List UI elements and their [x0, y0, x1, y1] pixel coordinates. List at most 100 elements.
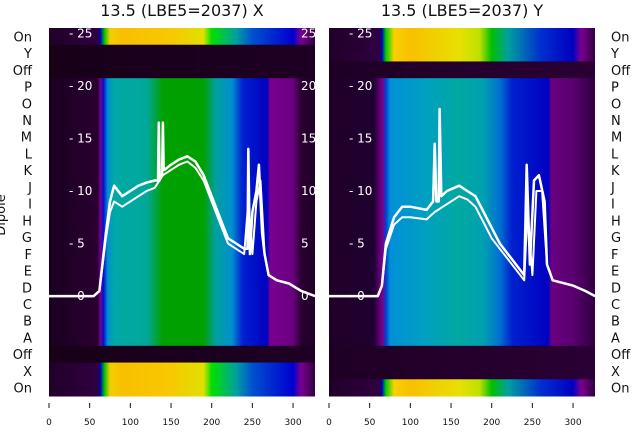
- row-label-left: B: [23, 315, 32, 330]
- heatmap-row-h: [49, 212, 315, 230]
- row-label-left: F: [25, 248, 32, 263]
- heatmap-row-d: [49, 278, 315, 297]
- heatmap-row-on: [49, 28, 315, 46]
- row-label-right: J: [610, 181, 615, 196]
- heatmap-row-h: [329, 212, 595, 230]
- row-label-right: C: [611, 298, 620, 313]
- x-tick-label: 250: [524, 418, 541, 428]
- heatmap-row-k: [329, 161, 595, 180]
- overlay-y-tick-label: - 15: [69, 131, 92, 145]
- heatmap-row-p: [49, 78, 315, 96]
- overlay-y-tick-label: - 0: [349, 289, 365, 303]
- overlay-y-tick-label: - 5: [349, 237, 365, 251]
- heatmap-row-m: [49, 128, 315, 146]
- row-label-left: M: [21, 131, 32, 146]
- chart-title-x: 13.5 (LBE5=2037) X: [100, 1, 264, 20]
- heatmap-row-b: [49, 312, 315, 330]
- overlay-y-tick-label-right: 5: [301, 237, 309, 251]
- heatmap-row-f: [49, 245, 315, 263]
- heatmap-row-f: [329, 245, 595, 263]
- row-label-right: P: [611, 81, 619, 96]
- row-label-right: N: [611, 114, 621, 129]
- row-label-left: N: [22, 114, 32, 129]
- row-label-left: O: [22, 97, 32, 112]
- heatmap-row-o: [49, 94, 315, 113]
- x-tick-label: 100: [402, 418, 419, 428]
- row-label-right: L: [611, 147, 619, 162]
- heatmap-row-a: [329, 329, 595, 347]
- x-tick-label: 100: [122, 418, 139, 428]
- overlay-y-tick-label-right: 25: [301, 26, 316, 40]
- overlay-y-tick-label: - 20: [349, 79, 372, 93]
- heatmap-row-off: [49, 345, 315, 364]
- row-label-left: Off: [13, 64, 33, 79]
- x-tick-label: 200: [203, 418, 220, 428]
- overlay-y-tick-label-right: 10: [301, 184, 316, 198]
- overlay: - 0 0 - 5 5 - 10 10 - 15 15 - 20 20 - 25 25: [49, 26, 316, 303]
- overlay-y-tick-label: - 25: [69, 26, 92, 40]
- x-tick-label: 250: [244, 418, 261, 428]
- x-tick-label: 0: [326, 418, 332, 428]
- row-label-right: F: [611, 248, 618, 263]
- overlay-y-tick-label-right: 20: [301, 79, 316, 93]
- x-tick-label: 0: [46, 418, 52, 428]
- row-label-right: I: [611, 198, 615, 213]
- row-label-left: X: [23, 365, 32, 380]
- row-label-right: K: [611, 164, 620, 179]
- x-tick-label: 150: [442, 418, 459, 428]
- row-label-left: H: [22, 214, 32, 229]
- heatmap-row-p: [329, 78, 595, 96]
- row-label-left: On: [14, 382, 32, 397]
- heatmap-row-c: [49, 295, 315, 313]
- heatmap-row-n: [49, 111, 315, 129]
- x-tick-label: 150: [162, 418, 179, 428]
- row-label-left: C: [23, 298, 32, 313]
- row-label-right: Off: [611, 348, 631, 363]
- row-label-left: J: [27, 181, 32, 196]
- overlay-y-tick-label: - 15: [349, 131, 372, 145]
- heatmap-row-e: [49, 262, 315, 280]
- row-label-left: A: [23, 331, 32, 346]
- heatmap-row-l: [329, 145, 595, 163]
- heatmap-row-x: [49, 362, 315, 380]
- trace-line-1: [49, 121, 315, 298]
- x-tick-label: 300: [284, 418, 301, 428]
- x-tick-label: 50: [84, 418, 96, 428]
- row-label-left: G: [22, 231, 32, 246]
- row-label-right: X: [611, 365, 620, 380]
- heatmap-row-on: [49, 379, 315, 397]
- heatmap-row-b: [329, 312, 595, 330]
- heatmap-row-off: [329, 61, 595, 79]
- row-label-left: D: [22, 281, 32, 296]
- row-label-right: On: [611, 382, 629, 397]
- heatmap-row-m: [329, 128, 595, 146]
- row-label-right: O: [611, 97, 621, 112]
- heatmap-row-o: [329, 94, 595, 113]
- heatmap-row-e: [329, 262, 595, 280]
- row-label-right: Y: [610, 47, 619, 62]
- row-label-right: G: [611, 231, 621, 246]
- heatmap-row-g: [49, 228, 315, 246]
- row-label-left: P: [24, 81, 32, 96]
- heatmap-row-n: [329, 111, 595, 129]
- x-tick-label: 200: [483, 418, 500, 428]
- heatmap-row-g: [329, 228, 595, 246]
- x-tick-label: 50: [364, 418, 376, 428]
- heatmap-row-a: [49, 329, 315, 347]
- heatmap-panel-x: 0 50 100 150 200 250 300- 0 0- 5 5- 10 10- 15 15- …: [46, 26, 316, 428]
- heatmap-row-c: [329, 295, 595, 313]
- x-tick-label: 300: [564, 418, 581, 428]
- row-label-right: Off: [611, 64, 631, 79]
- row-labels: OnYOffPONMLKJIHGFEDCBAOffXOnOnYOffPONMLK…: [13, 30, 631, 396]
- heatmap-row-d: [329, 278, 595, 297]
- row-label-left: Off: [13, 348, 33, 363]
- row-label-right: H: [611, 214, 621, 229]
- heatmap-row-l: [49, 145, 315, 163]
- overlay-y-tick-label: - 25: [349, 26, 372, 40]
- trace-line-2: [49, 160, 315, 298]
- overlay-y-tick-label: - 5: [69, 237, 85, 251]
- row-label-left: On: [14, 30, 32, 45]
- row-label-right: E: [611, 265, 619, 280]
- heatmap-row-y: [329, 44, 595, 62]
